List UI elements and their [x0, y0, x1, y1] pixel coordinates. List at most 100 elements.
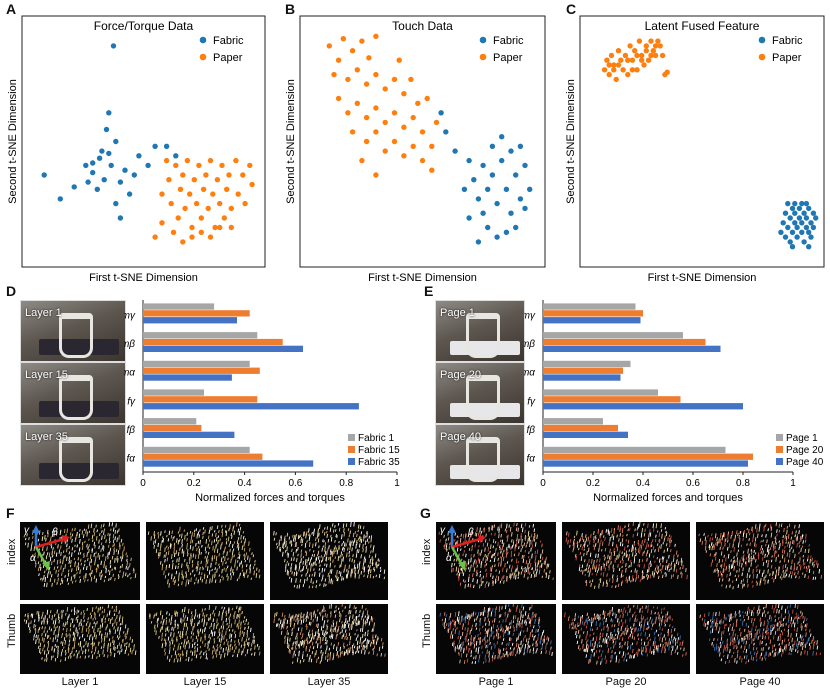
tactile-vector [66, 620, 68, 625]
tactile-vector [765, 543, 767, 547]
beta-arrow-head [62, 535, 70, 543]
scatter-point-fabric [806, 244, 812, 250]
tactile-vector [364, 620, 367, 625]
scatter-point-paper [345, 110, 351, 116]
tactile-vector [625, 567, 627, 573]
tactile-vector [656, 606, 659, 610]
tactile-vector [668, 554, 670, 559]
tactile-vector [229, 524, 231, 530]
scatter-point-paper [219, 162, 225, 169]
tactile-vector [721, 535, 724, 541]
scatter-point-paper [629, 67, 636, 73]
tactile-vector [168, 618, 171, 623]
tactile-vector [109, 642, 112, 647]
tactile-vector [192, 553, 195, 558]
tactile-vector [106, 613, 108, 617]
tactile-vector [497, 576, 500, 582]
tactile-vector [776, 608, 778, 614]
tactile-vector [663, 538, 666, 542]
tactile-vector [650, 541, 653, 546]
alpha-axis-arrow [34, 546, 48, 566]
x-tick-label: 0.8 [339, 478, 353, 489]
tactile-vector [184, 606, 186, 613]
tactile-vector [341, 629, 343, 633]
tactile-vector [479, 570, 482, 574]
tactile-vector [471, 530, 473, 534]
scatter-point-fabric [794, 234, 800, 240]
tactile-vector [729, 572, 731, 576]
tactile-vector [736, 557, 739, 563]
tactile-vector [580, 544, 582, 548]
tactile-vector [602, 632, 604, 638]
tactile-vector [772, 635, 775, 640]
tactile-vector [621, 528, 624, 534]
tactile-vector [664, 526, 667, 530]
tactile-vector [89, 622, 91, 627]
tactile-vector [713, 646, 716, 651]
tactile-vector [238, 575, 240, 580]
tactile-vector [338, 547, 340, 551]
tactile-vector [660, 620, 663, 626]
tactile-vector [703, 533, 705, 536]
tactile-vector [317, 656, 320, 660]
tactile-vector [794, 553, 796, 559]
tactile-vector [93, 632, 96, 637]
tactile-point-cloud [148, 605, 261, 663]
tactile-vector [541, 575, 544, 579]
tactile-vector [594, 641, 597, 647]
tactile-vector [588, 573, 590, 577]
tactile-vector [534, 634, 536, 638]
tactile-vector [356, 622, 359, 626]
tactile-vector [749, 542, 751, 546]
tactile-vector [637, 523, 640, 529]
tactile-vector [351, 547, 353, 552]
tactile-vector [629, 626, 632, 629]
tactile-vector [105, 568, 107, 574]
tactile-vector [604, 547, 607, 552]
tactile-vector [796, 566, 798, 571]
tactile-vector [649, 532, 652, 537]
tactile-vector [238, 530, 241, 536]
tactile-vector [567, 539, 569, 545]
tactile-vector [125, 552, 127, 556]
tactile-vector [756, 574, 758, 579]
tactile-vector [622, 534, 624, 537]
tactile-vector [185, 658, 187, 661]
tactile-vector [236, 614, 238, 619]
tactile-vector [198, 548, 201, 553]
tactile-vector [598, 616, 600, 621]
tactile-vector [742, 614, 745, 619]
tactile-vector [627, 628, 629, 633]
tactile-vector [465, 637, 467, 643]
tactile-vector [116, 530, 119, 534]
tactile-vector [743, 618, 746, 622]
tactile-vector [223, 652, 226, 658]
tactile-vector [212, 655, 214, 659]
tactile-vector [292, 537, 295, 542]
tactile-vector [209, 613, 212, 617]
tactile-vector [341, 577, 343, 581]
tactile-vector [79, 655, 82, 659]
tactile-vector [69, 622, 72, 628]
tactile-vector [524, 536, 527, 541]
tactile-vector [742, 650, 745, 653]
tactile-vector [222, 577, 224, 581]
tactile-vector [617, 631, 620, 635]
tactile-vector [41, 537, 44, 542]
tactile-vector [232, 526, 234, 532]
tactile-vector [237, 546, 240, 551]
tactile-vector [609, 636, 611, 641]
tactile-vector [189, 530, 192, 534]
tactile-vector [37, 611, 40, 617]
tactile-vector [110, 652, 112, 657]
tactile-vector [124, 633, 126, 637]
tactile-vector [313, 561, 315, 565]
tactile-vector [732, 632, 734, 637]
scatter-point-paper [415, 100, 421, 107]
tactile-vector [620, 581, 623, 586]
chart-title: Latent Fused Feature [645, 19, 760, 33]
tactile-vector [202, 612, 204, 617]
tactile-vector [339, 612, 341, 617]
tactile-vector [351, 568, 354, 574]
panel-letter-g: G [420, 505, 431, 521]
